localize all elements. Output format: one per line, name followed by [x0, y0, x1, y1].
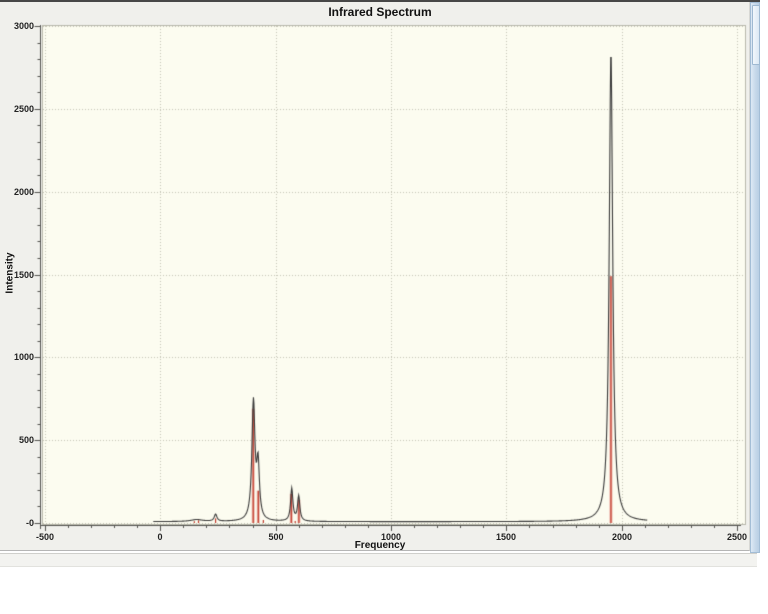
x-tick-label: 1000 [380, 532, 402, 542]
y-tick-label: 2000 [13, 187, 34, 197]
scrollbar-thumb[interactable] [752, 5, 760, 65]
y-tick-label: 2500 [13, 104, 34, 114]
x-tick-label: 2000 [611, 532, 633, 542]
y-tick-label: 1500 [13, 270, 34, 280]
status-bar [0, 553, 757, 567]
spectrum-plot-canvas[interactable] [0, 2, 750, 554]
x-tick-label: 0 [157, 532, 163, 542]
x-tick-label: -500 [35, 532, 55, 542]
x-tick-label: 1500 [495, 532, 517, 542]
y-tick-label: 1000 [13, 352, 34, 362]
y-tick-label: 3000 [13, 21, 34, 31]
chart-title: Infrared Spectrum [328, 5, 432, 19]
y-tick-label: -0 [25, 518, 34, 528]
x-tick-label: 2500 [726, 532, 748, 542]
y-tick-label: 500 [18, 435, 34, 445]
x-axis-title: Frequency [354, 540, 406, 551]
vertical-scrollbar[interactable] [750, 2, 760, 553]
window-top-border [0, 0, 760, 2]
x-tick-label: 500 [268, 532, 284, 542]
chart-panel: Infrared Spectrum Intensity Frequency -0… [0, 2, 750, 554]
